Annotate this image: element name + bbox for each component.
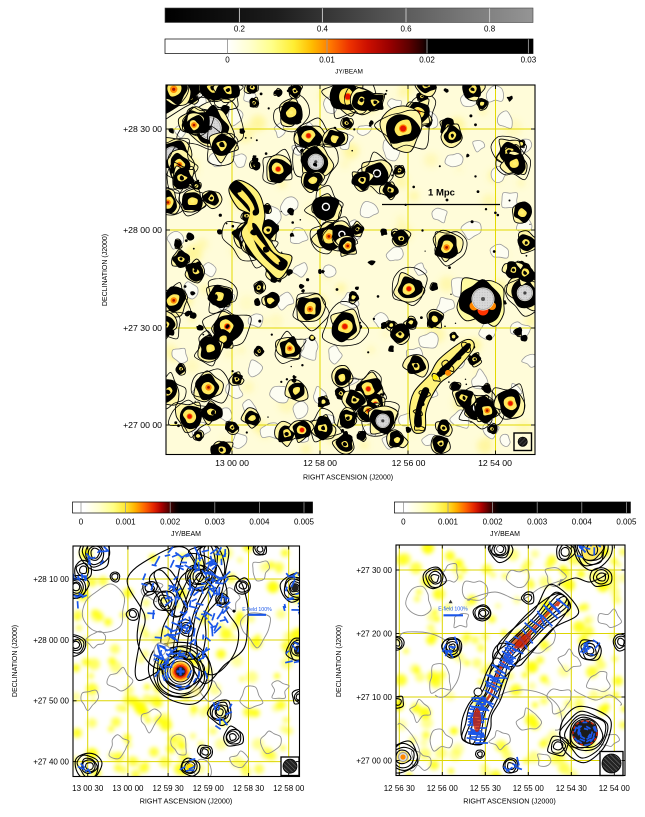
svg-text:0.003: 0.003: [527, 518, 548, 527]
svg-text:+27 00 00: +27 00 00: [356, 756, 392, 765]
svg-text:0: 0: [79, 518, 84, 527]
svg-text:+28 00 00: +28 00 00: [123, 225, 162, 235]
svg-text:0.005: 0.005: [616, 518, 637, 527]
svg-text:DECLINATION (J2000): DECLINATION (J2000): [12, 625, 19, 697]
svg-text:+27 30 00: +27 30 00: [356, 566, 392, 575]
svg-text:12 59 30: 12 59 30: [153, 784, 185, 793]
svg-text:0.001: 0.001: [116, 518, 137, 527]
svg-text:0.002: 0.002: [160, 518, 181, 527]
svg-text:0.003: 0.003: [205, 518, 226, 527]
svg-text:+27 50 00: +27 50 00: [33, 697, 69, 706]
svg-text:0.8: 0.8: [484, 25, 496, 34]
svg-text:0.001: 0.001: [438, 518, 459, 527]
svg-text:+28 00 00: +28 00 00: [33, 636, 69, 645]
svg-text:0.004: 0.004: [249, 518, 270, 527]
svg-text:JY/BEAM: JY/BEAM: [335, 69, 363, 76]
svg-text:DECLINATION (J2000): DECLINATION (J2000): [336, 625, 343, 697]
svg-text:13 00 00: 13 00 00: [112, 784, 144, 793]
svg-text:+27 10 00: +27 10 00: [356, 693, 392, 702]
svg-text:12 55 30: 12 55 30: [470, 784, 502, 793]
svg-text:JY/BEAM: JY/BEAM: [490, 531, 520, 538]
svg-text:12 54 00: 12 54 00: [599, 784, 631, 793]
svg-text:12 56 30: 12 56 30: [384, 784, 416, 793]
svg-text:E-field 100%: E-field 100%: [438, 606, 468, 612]
svg-text:0.005: 0.005: [294, 518, 315, 527]
svg-text:12 56 00: 12 56 00: [427, 784, 459, 793]
svg-text:12 58 30: 12 58 30: [233, 784, 265, 793]
svg-text:12 58 00: 12 58 00: [273, 784, 305, 793]
svg-text:+27 20 00: +27 20 00: [356, 629, 392, 638]
svg-text:0.02: 0.02: [419, 56, 435, 65]
svg-text:12 56 00: 12 56 00: [392, 458, 426, 468]
svg-text:0: 0: [401, 518, 406, 527]
svg-text:0.03: 0.03: [521, 56, 537, 65]
svg-text:+27 00 00: +27 00 00: [123, 420, 162, 430]
svg-text:RIGHT ASCENSION (J2000): RIGHT ASCENSION (J2000): [463, 797, 556, 806]
svg-text:RIGHT ASCENSION (J2000): RIGHT ASCENSION (J2000): [140, 797, 233, 806]
svg-text:0.6: 0.6: [400, 25, 412, 34]
svg-text:0.002: 0.002: [483, 518, 504, 527]
svg-text:0.004: 0.004: [572, 518, 593, 527]
svg-text:+28 10 00: +28 10 00: [33, 575, 69, 584]
svg-text:0.01: 0.01: [319, 56, 335, 65]
svg-text:0.2: 0.2: [234, 25, 246, 34]
svg-text:12 54 00: 12 54 00: [478, 458, 512, 468]
svg-text:12 54 30: 12 54 30: [556, 784, 588, 793]
svg-text:13 00 30: 13 00 30: [72, 784, 104, 793]
svg-text:+27 40 00: +27 40 00: [33, 757, 69, 766]
svg-text:12 58 00: 12 58 00: [303, 458, 337, 468]
svg-text:DECLINATION (J2000): DECLINATION (J2000): [102, 234, 109, 306]
svg-text:0: 0: [225, 56, 230, 65]
svg-text:E-field 100%: E-field 100%: [242, 607, 272, 613]
svg-text:+28 30 00: +28 30 00: [123, 124, 162, 134]
svg-text:RIGHT ASCENSION (J2000): RIGHT ASCENSION (J2000): [303, 475, 393, 482]
svg-text:+27 30 00: +27 30 00: [123, 323, 162, 333]
svg-text:1 Mpc: 1 Mpc: [428, 188, 455, 199]
svg-text:13 00 00: 13 00 00: [215, 458, 249, 468]
svg-text:JY/BEAM: JY/BEAM: [171, 531, 201, 538]
svg-text:12 55 00: 12 55 00: [513, 784, 545, 793]
svg-text:12 59 00: 12 59 00: [193, 784, 225, 793]
svg-text:0.4: 0.4: [317, 25, 329, 34]
